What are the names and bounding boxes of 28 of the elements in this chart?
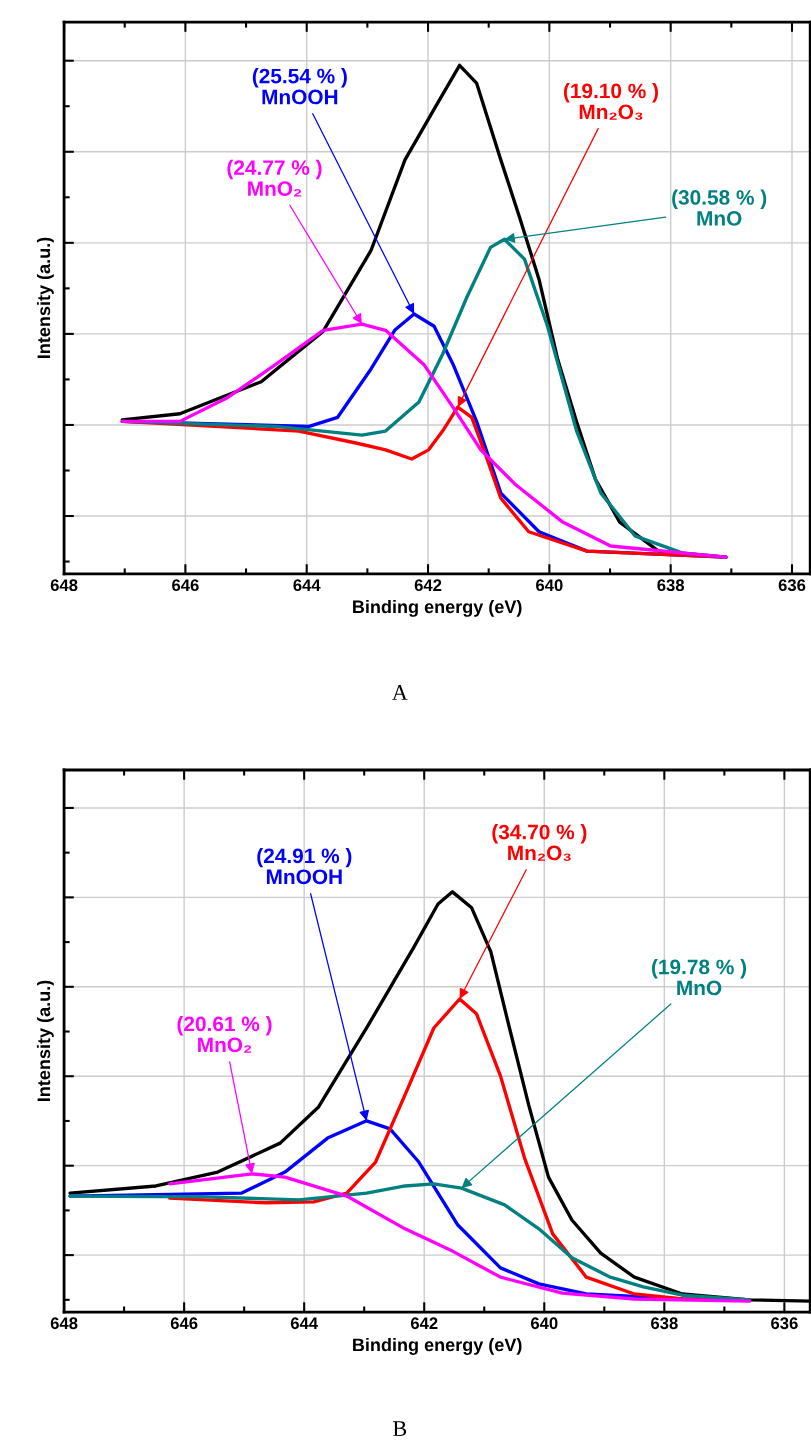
annotation: (30.58 % ) MnO — [672, 189, 767, 226]
text: B — [393, 1421, 407, 1436]
x-tick-label: 636 — [771, 1317, 798, 1330]
annotation: (19.10 % ) Mn₂O₃ — [563, 83, 658, 120]
x-tick-label: 642 — [410, 1317, 438, 1330]
x-tick-label: 646 — [170, 1317, 198, 1330]
x-tick-label: 644 — [290, 1317, 318, 1330]
x-tick-label: 642 — [414, 579, 442, 592]
annotation: (34.70 % ) Mn₂O₃ — [492, 824, 587, 861]
x-tick-label: 646 — [172, 579, 199, 592]
annotation: (24.77 % ) MnO₂ — [227, 159, 322, 197]
y-axis-title: Intensity (a.u.) — [36, 237, 54, 358]
text: A — [392, 685, 408, 700]
x-tick-label: 640 — [530, 1317, 558, 1330]
x-tick-label: 640 — [536, 579, 563, 592]
y-axis-title: Intensity (a.u.) — [36, 980, 54, 1101]
annotation: (20.61 % ) MnO₂ — [177, 1015, 272, 1053]
x-tick-label: 636 — [778, 579, 806, 592]
x-tick-label: 638 — [651, 1317, 678, 1330]
x-axis-title: Binding energy (eV) — [353, 599, 522, 617]
annotation: (19.78 % ) MnO — [652, 959, 747, 996]
x-axis-title: Binding energy (eV) — [353, 1337, 522, 1355]
x-tick-label: 648 — [50, 579, 78, 592]
x-tick-label: 648 — [50, 1317, 78, 1330]
annotation: (25.54 % ) MnOOH — [252, 68, 347, 105]
annotation: (24.91 % ) MnOOH — [257, 847, 352, 885]
x-tick-label: 638 — [657, 579, 685, 592]
x-tick-label: 644 — [293, 579, 321, 592]
